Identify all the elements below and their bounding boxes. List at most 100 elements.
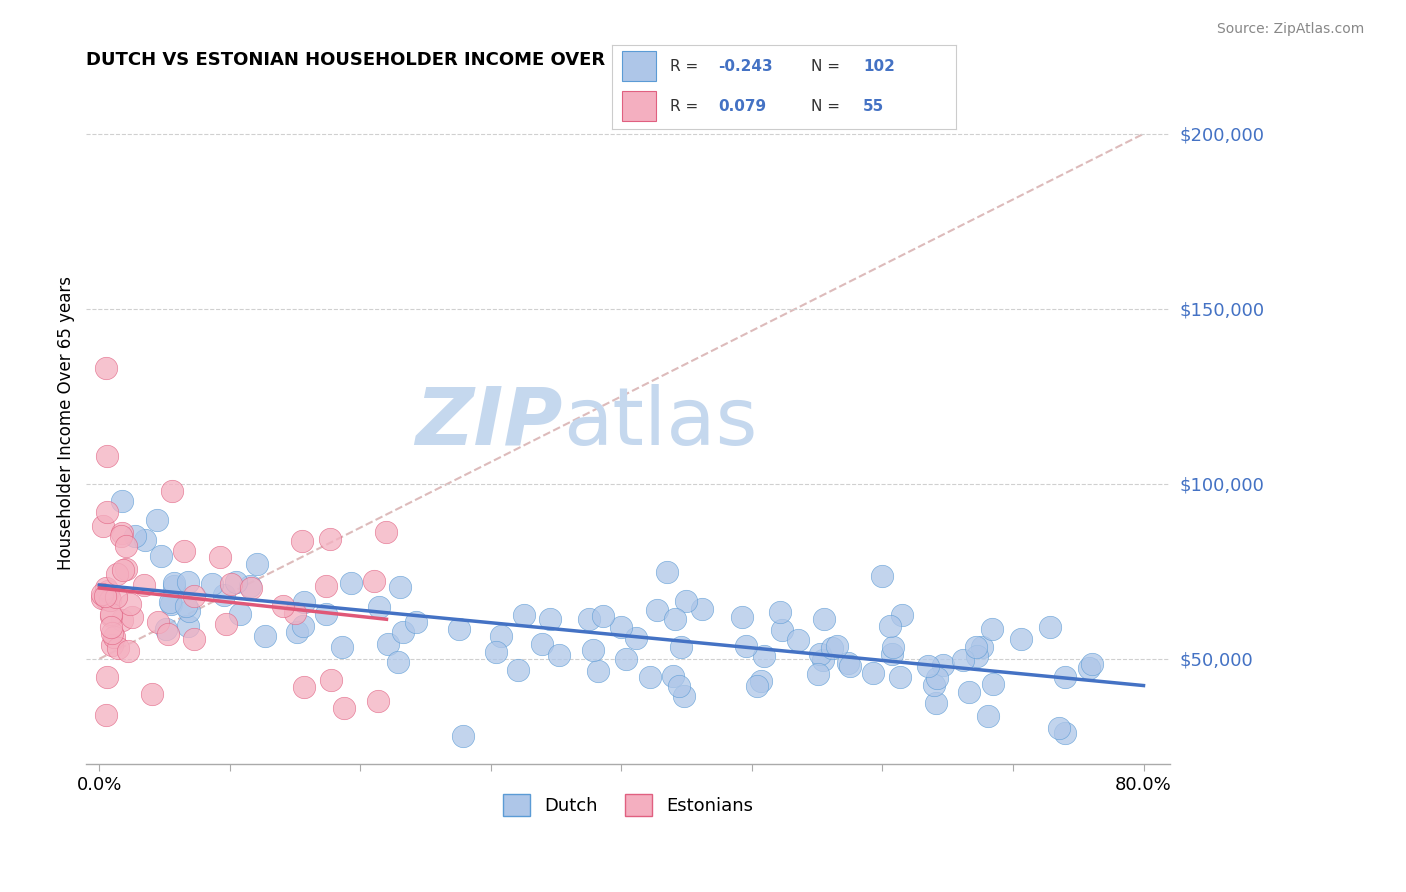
Point: [811, 653, 834, 667]
Point: [105, 566, 128, 581]
Point: [221, 577, 243, 591]
Point: [115, 562, 138, 576]
Point: [675, 593, 697, 607]
Point: [183, 589, 205, 603]
Point: [174, 599, 197, 613]
Point: [825, 639, 848, 653]
Point: [163, 578, 186, 592]
Point: [239, 581, 262, 595]
Point: [292, 619, 315, 633]
Point: [271, 599, 294, 613]
Point: [882, 640, 904, 654]
Point: [107, 640, 129, 655]
Point: [977, 709, 1000, 723]
Point: [548, 648, 571, 662]
Point: [291, 533, 314, 548]
Point: [253, 629, 276, 643]
Point: [966, 648, 988, 663]
Point: [228, 607, 250, 621]
Point: [315, 578, 337, 592]
Point: [285, 625, 308, 640]
Point: [957, 684, 980, 698]
Point: [96, 505, 118, 519]
Point: [292, 595, 315, 609]
Point: [111, 563, 134, 577]
FancyBboxPatch shape: [621, 91, 657, 120]
Point: [225, 574, 247, 589]
Point: [134, 577, 156, 591]
Point: [160, 597, 183, 611]
Y-axis label: Householder Income Over 65 years: Householder Income Over 65 years: [58, 276, 75, 570]
Point: [870, 569, 893, 583]
Point: [669, 640, 692, 654]
Point: [333, 701, 356, 715]
Point: [177, 575, 200, 590]
Point: [294, 680, 316, 694]
Point: [150, 549, 173, 563]
Point: [91, 518, 114, 533]
Point: [917, 658, 939, 673]
Point: [890, 608, 912, 623]
Point: [770, 623, 793, 637]
Point: [981, 622, 1004, 636]
Point: [485, 645, 508, 659]
Text: 102: 102: [863, 59, 896, 74]
Point: [668, 679, 690, 693]
Point: [177, 619, 200, 633]
Point: [367, 694, 389, 708]
Point: [100, 620, 122, 634]
Point: [531, 637, 554, 651]
Point: [752, 649, 775, 664]
Point: [673, 690, 696, 704]
Point: [970, 640, 993, 654]
Point: [209, 550, 232, 565]
FancyBboxPatch shape: [621, 52, 657, 81]
Point: [508, 663, 530, 677]
Point: [375, 524, 398, 539]
Point: [163, 575, 186, 590]
Point: [94, 581, 117, 595]
Point: [121, 609, 143, 624]
Point: [96, 361, 118, 376]
Text: N =: N =: [811, 59, 845, 74]
Point: [118, 597, 141, 611]
Point: [1039, 620, 1062, 634]
Point: [146, 512, 169, 526]
Text: R =: R =: [671, 59, 703, 74]
Point: [1010, 632, 1032, 646]
Point: [889, 670, 911, 684]
Point: [538, 612, 561, 626]
Text: Source: ZipAtlas.com: Source: ZipAtlas.com: [1216, 22, 1364, 37]
Point: [91, 587, 114, 601]
Point: [215, 616, 238, 631]
Point: [931, 657, 953, 672]
Point: [1054, 726, 1077, 740]
Point: [965, 640, 987, 654]
Point: [100, 607, 122, 622]
Point: [925, 696, 948, 710]
Point: [330, 640, 353, 655]
Point: [110, 494, 132, 508]
Point: [952, 653, 974, 667]
Point: [692, 601, 714, 615]
Point: [731, 610, 754, 624]
Point: [862, 666, 884, 681]
Text: -0.243: -0.243: [718, 59, 773, 74]
Point: [115, 539, 138, 553]
Point: [238, 579, 260, 593]
Point: [377, 637, 399, 651]
Point: [134, 533, 156, 547]
Point: [155, 622, 177, 636]
Point: [749, 673, 772, 688]
Point: [981, 676, 1004, 690]
Point: [837, 656, 859, 670]
Point: [405, 615, 427, 629]
Text: 55: 55: [863, 98, 884, 113]
Point: [110, 529, 132, 543]
Point: [141, 687, 163, 701]
Text: atlas: atlas: [562, 384, 758, 461]
Text: N =: N =: [811, 98, 845, 113]
Point: [610, 620, 633, 634]
Point: [638, 670, 661, 684]
Point: [183, 632, 205, 647]
